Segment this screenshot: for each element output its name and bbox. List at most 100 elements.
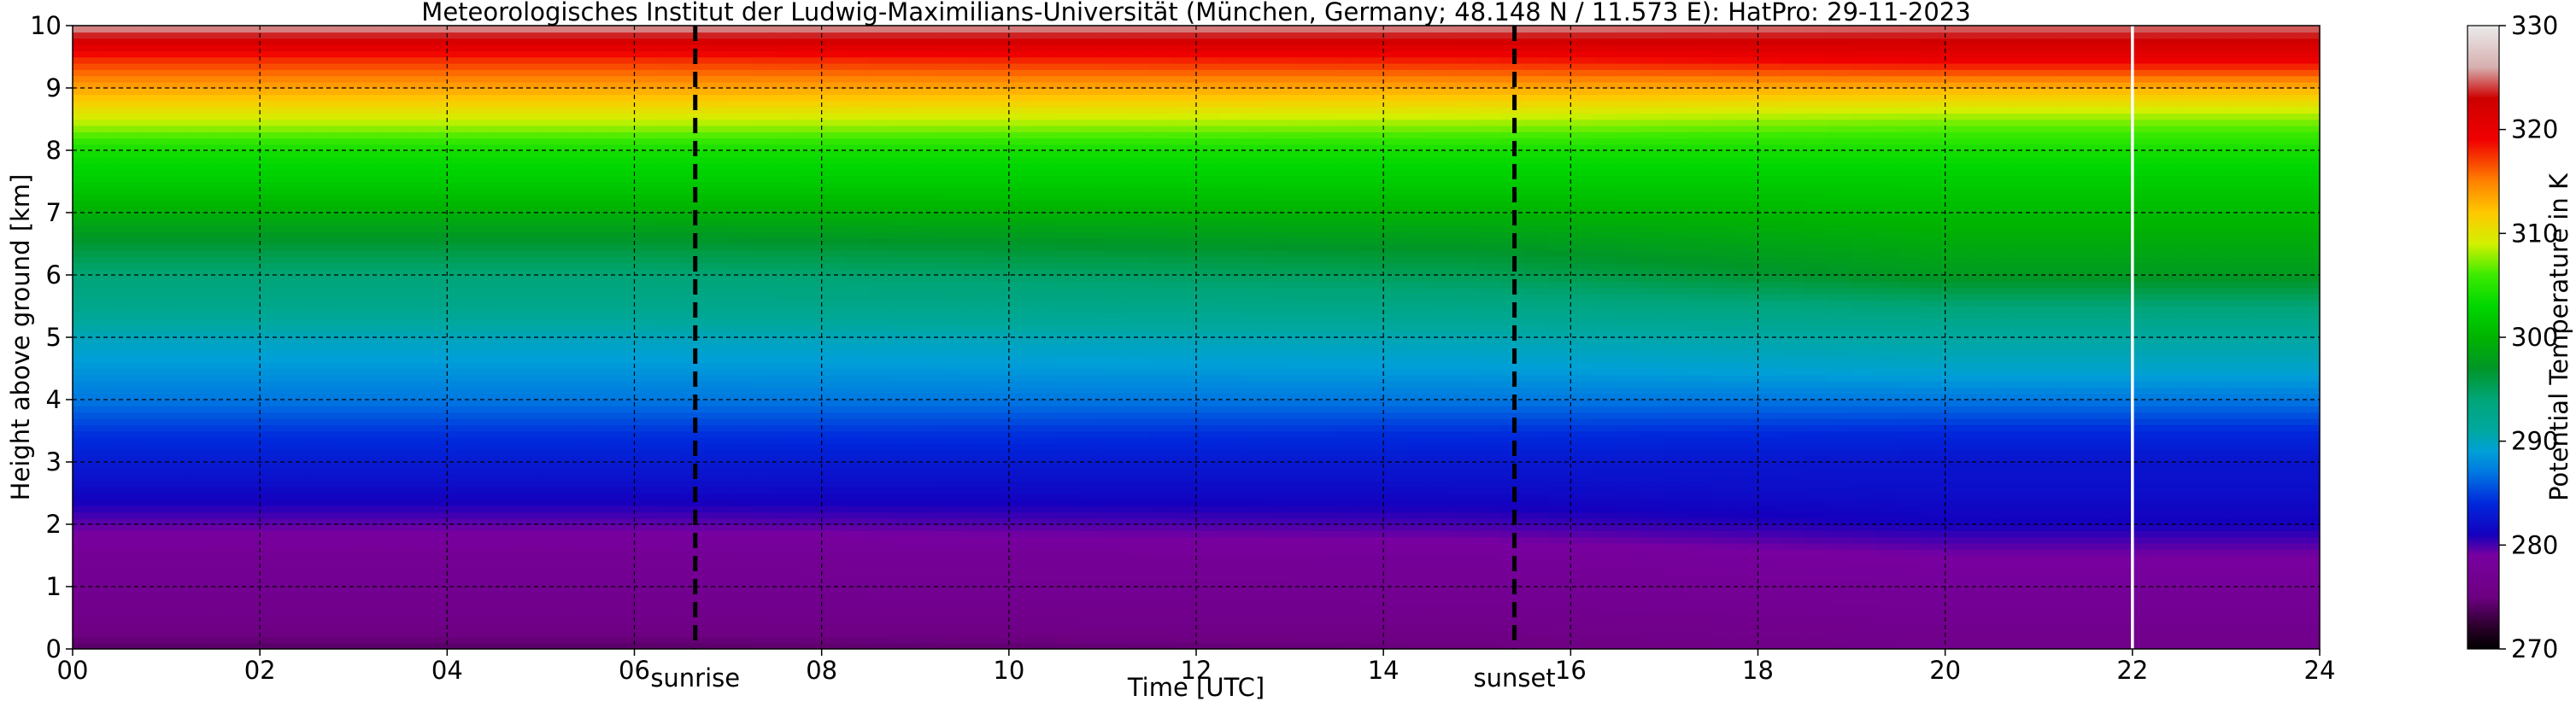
heatmap-cell — [962, 106, 987, 114]
heatmap-cell — [470, 593, 495, 600]
heatmap-cell — [1055, 568, 1080, 576]
heatmap-cell — [73, 275, 97, 283]
heatmap-cell — [166, 517, 191, 525]
heatmap-cell — [260, 50, 285, 58]
heatmap-cell — [1008, 605, 1034, 612]
heatmap-cell — [587, 474, 612, 482]
heatmap-cell — [73, 599, 97, 606]
heatmap-cell — [1172, 237, 1197, 245]
heatmap-cell — [845, 611, 870, 619]
heatmap-cell — [751, 26, 776, 33]
heatmap-cell — [143, 424, 167, 432]
heatmap-cell — [330, 374, 355, 382]
heatmap-cell — [494, 599, 519, 606]
heatmap-cell — [774, 524, 800, 532]
heatmap-cell — [447, 318, 472, 326]
heatmap-cell — [564, 542, 589, 550]
heatmap-cell — [400, 94, 425, 102]
heatmap-cell — [189, 44, 214, 51]
heatmap-cell — [73, 237, 97, 245]
heatmap-cell — [798, 542, 823, 550]
heatmap-cell — [704, 424, 729, 432]
heatmap-cell — [728, 455, 753, 463]
heatmap-cell — [447, 38, 472, 45]
heatmap-cell — [1149, 617, 1174, 625]
heatmap-cell — [283, 330, 308, 338]
heatmap-cell — [306, 100, 332, 108]
heatmap-cell — [611, 623, 636, 631]
heatmap-cell — [166, 231, 191, 238]
heatmap-cell — [447, 81, 472, 89]
heatmap-cell — [938, 175, 963, 183]
heatmap-cell — [962, 636, 987, 644]
heatmap-cell — [119, 349, 144, 357]
heatmap-cell — [1219, 517, 1244, 525]
heatmap-cell — [423, 568, 449, 576]
heatmap-cell — [1172, 318, 1197, 326]
heatmap-cell — [634, 94, 659, 102]
heatmap-cell — [353, 574, 378, 581]
heatmap-cell — [447, 324, 472, 332]
heatmap-cell — [1102, 480, 1127, 488]
heatmap-cell — [798, 106, 823, 114]
heatmap-cell — [377, 599, 402, 606]
heatmap-cell — [1055, 436, 1080, 444]
heatmap-cell — [306, 642, 332, 649]
heatmap-cell — [400, 150, 425, 158]
heatmap-cell — [540, 349, 566, 357]
heatmap-cell — [938, 605, 963, 612]
heatmap-cell — [657, 213, 683, 220]
heatmap-cell — [236, 318, 261, 326]
heatmap-cell — [400, 26, 425, 33]
heatmap-cell — [868, 100, 893, 108]
heatmap-cell — [1008, 499, 1034, 506]
heatmap-cell — [1032, 287, 1057, 295]
heatmap-cell — [891, 580, 917, 587]
heatmap-cell — [377, 156, 402, 164]
heatmap-cell — [845, 231, 870, 238]
heatmap-cell — [985, 162, 1010, 170]
heatmap-cell — [353, 187, 378, 195]
heatmap-cell — [540, 400, 566, 407]
heatmap-cell — [236, 300, 261, 307]
heatmap-cell — [143, 505, 167, 513]
heatmap-cell — [1008, 162, 1034, 170]
heatmap-cell — [1032, 38, 1057, 45]
heatmap-cell — [119, 200, 144, 207]
heatmap-cell — [774, 542, 800, 550]
heatmap-cell — [306, 561, 332, 569]
heatmap-cell — [751, 636, 776, 644]
heatmap-cell — [821, 300, 846, 307]
heatmap-cell — [587, 268, 612, 276]
heatmap-cell — [1102, 436, 1127, 444]
heatmap-cell — [728, 312, 753, 319]
heatmap-cell — [962, 524, 987, 532]
heatmap-cell — [166, 468, 191, 476]
heatmap-cell — [1172, 623, 1197, 631]
heatmap-cell — [704, 642, 729, 649]
heatmap-cell — [1079, 268, 1104, 276]
heatmap-cell — [634, 542, 659, 550]
heatmap-cell — [1196, 636, 1221, 644]
heatmap-cell — [400, 56, 425, 64]
heatmap-cell — [73, 593, 97, 600]
heatmap-cell — [494, 318, 519, 326]
heatmap-cell — [774, 374, 800, 382]
heatmap-cell — [423, 62, 449, 70]
heatmap-cell — [470, 94, 495, 102]
heatmap-cell — [540, 81, 566, 89]
heatmap-cell — [119, 293, 144, 301]
heatmap-cell — [1219, 400, 1244, 407]
heatmap-cell — [938, 487, 963, 494]
heatmap-cell — [774, 623, 800, 631]
heatmap-cell — [119, 330, 144, 338]
heatmap-cell — [260, 100, 285, 108]
heatmap-cell — [447, 443, 472, 451]
heatmap-cell — [751, 187, 776, 195]
heatmap-cell — [868, 623, 893, 631]
heatmap-cell — [1125, 636, 1151, 644]
heatmap-cell — [166, 100, 191, 108]
heatmap-cell — [447, 381, 472, 389]
heatmap-cell — [494, 412, 519, 419]
heatmap-cell — [400, 187, 425, 195]
